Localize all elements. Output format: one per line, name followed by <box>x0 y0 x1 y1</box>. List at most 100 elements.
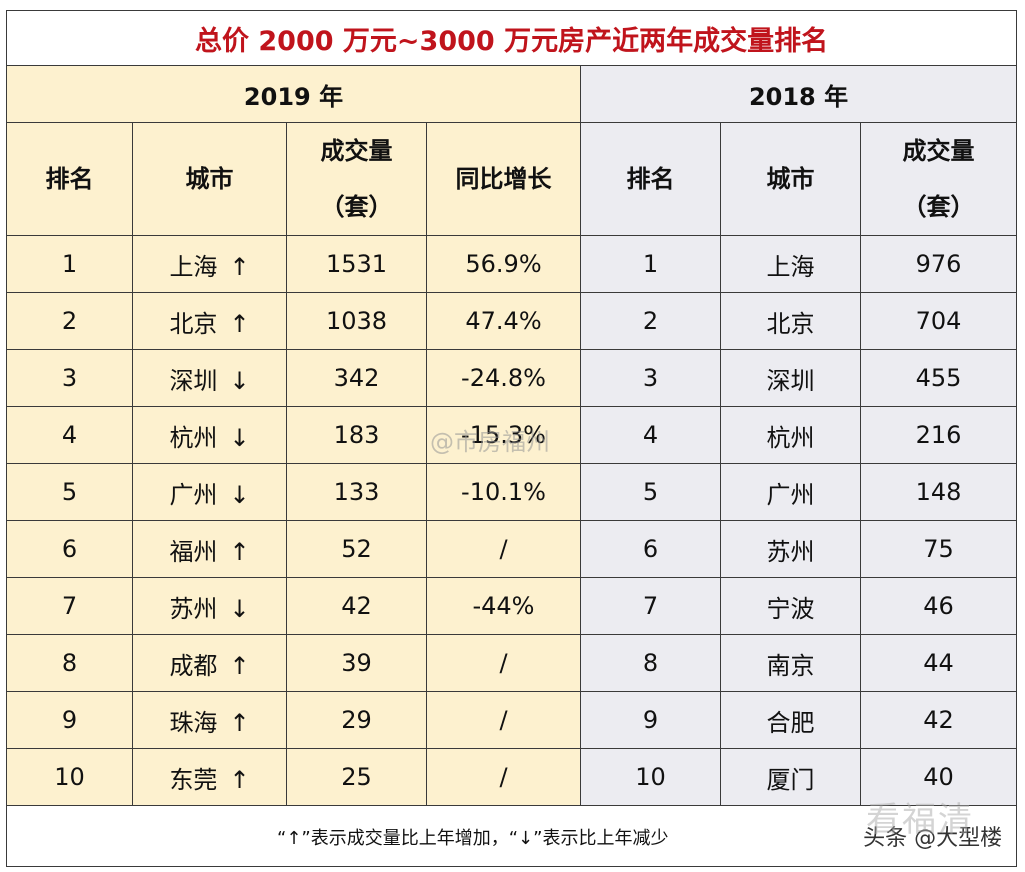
rank-2019-cell: 8 <box>6 634 133 692</box>
col-volume-2019-line2: （套） <box>320 193 393 221</box>
volume-2018-cell: 42 <box>859 691 1018 749</box>
growth-2019-cell: / <box>426 748 581 806</box>
arrow-down-icon: ↓ <box>229 594 250 623</box>
volume-2019-cell: 1531 <box>286 235 427 293</box>
table-row: 9 珠海 ↑ 29/9 合肥 42 <box>6 691 1018 749</box>
rank-2018-cell: 7 <box>580 577 721 635</box>
city-2018-cell: 北京 <box>720 292 861 350</box>
col-volume-2019: 成交量 （套） <box>286 122 427 236</box>
arrow-up-icon: ↑ <box>229 708 250 737</box>
arrow-up-icon: ↑ <box>229 252 250 281</box>
arrow-up-icon: ↑ <box>229 309 250 338</box>
table-row: 1 上海 ↑ 1531 56.9% 1 上海 976 <box>6 235 1018 293</box>
rank-2018-cell: 4 <box>580 406 721 464</box>
table-row: 4 杭州 ↓ 183 -15.3% 4 杭州 216 <box>6 406 1018 464</box>
growth-2019-cell: / <box>426 691 581 749</box>
city-2018-cell: 上海 <box>720 235 861 293</box>
city-name: 上海 <box>169 252 218 281</box>
rank-2019-cell: 2 <box>6 292 133 350</box>
rank-2018-cell: 2 <box>580 292 721 350</box>
growth-2019-cell: -44% <box>426 577 581 635</box>
rank-2019-cell: 6 <box>6 520 133 578</box>
rank-2019-cell: 7 <box>6 577 133 635</box>
growth-2019-cell: -24.8% <box>426 349 581 407</box>
city-2018-cell: 深圳 <box>720 349 861 407</box>
volume-2018-cell: 148 <box>859 463 1018 521</box>
volume-2018-cell: 75 <box>859 520 1018 578</box>
table-row: 8 成都 ↑ 39/8 南京 44 <box>6 634 1018 692</box>
city-2018-cell: 苏州 <box>720 520 861 578</box>
rank-2018-cell: 3 <box>580 349 721 407</box>
volume-2018-cell: 40 <box>859 748 1018 806</box>
table-row: 2 北京 ↑ 1038 47.4% 2 北京 704 <box>6 292 1018 350</box>
rank-2019-cell: 3 <box>6 349 133 407</box>
rank-2018-cell: 5 <box>580 463 721 521</box>
growth-2019-cell: -10.1% <box>426 463 581 521</box>
city-2019-cell: 杭州 ↓ <box>132 406 287 464</box>
city-name: 深圳 <box>169 366 218 395</box>
rank-2019-cell: 4 <box>6 406 133 464</box>
city-name: 北京 <box>169 309 218 338</box>
col-volume-2018: 成交量 （套） <box>859 122 1018 236</box>
rank-2018-cell: 9 <box>580 691 721 749</box>
volume-2019-cell: 52 <box>286 520 427 578</box>
rank-2018-cell: 6 <box>580 520 721 578</box>
ranking-table: 总价 2000 万元~3000 万元房产近两年成交量排名 2019 年 2018… <box>5 10 1018 867</box>
city-name: 苏州 <box>169 594 218 623</box>
growth-2019-cell: / <box>426 520 581 578</box>
rank-2018-cell: 8 <box>580 634 721 692</box>
volume-2019-cell: 183 <box>286 406 427 464</box>
rank-2019-cell: 9 <box>6 691 133 749</box>
col-volume-2018-line2: （套） <box>902 193 975 221</box>
arrow-down-icon: ↓ <box>229 423 250 452</box>
col-city-2019: 城市 <box>132 122 287 236</box>
volume-2019-cell: 42 <box>286 577 427 635</box>
city-name: 东莞 <box>169 765 218 794</box>
volume-2019-cell: 1038 <box>286 292 427 350</box>
rank-2019-cell: 5 <box>6 463 133 521</box>
volume-2019-cell: 342 <box>286 349 427 407</box>
table-title: 总价 2000 万元~3000 万元房产近两年成交量排名 <box>5 10 1018 66</box>
footer: “↑”表示成交量比上年增加，“↓”表示比上年减少 头条 @大型楼 <box>5 805 1018 867</box>
city-2019-cell: 深圳 ↓ <box>132 349 287 407</box>
ranking-sheet: 总价 2000 万元~3000 万元房产近两年成交量排名 2019 年 2018… <box>5 10 1018 867</box>
volume-2018-cell: 46 <box>859 577 1018 635</box>
city-2019-cell: 福州 ↑ <box>132 520 287 578</box>
city-name: 成都 <box>169 651 218 680</box>
city-2018-cell: 广州 <box>720 463 861 521</box>
volume-2018-cell: 455 <box>859 349 1018 407</box>
arrow-up-icon: ↑ <box>229 765 250 794</box>
city-2018-cell: 合肥 <box>720 691 861 749</box>
footnote: “↑”表示成交量比上年增加，“↓”表示比上年减少 <box>277 828 669 849</box>
volume-2019-cell: 133 <box>286 463 427 521</box>
city-2018-cell: 厦门 <box>720 748 861 806</box>
volume-2018-cell: 44 <box>859 634 1018 692</box>
col-rank-2018: 排名 <box>580 122 721 236</box>
city-name: 杭州 <box>169 423 218 452</box>
table-row: 5 广州 ↓ 133 -10.1% 5 广州 148 <box>6 463 1018 521</box>
city-2019-cell: 东莞 ↑ <box>132 748 287 806</box>
col-volume-2018-line1: 成交量 <box>902 137 975 165</box>
city-2018-cell: 宁波 <box>720 577 861 635</box>
growth-2019-cell: -15.3% <box>426 406 581 464</box>
table-row: 6 福州 ↑ 52/6 苏州 75 <box>6 520 1018 578</box>
rank-2019-cell: 1 <box>6 235 133 293</box>
year-2018-header: 2018 年 <box>579 65 1018 123</box>
arrow-up-icon: ↑ <box>229 651 250 680</box>
city-2019-cell: 珠海 ↑ <box>132 691 287 749</box>
volume-2018-cell: 216 <box>859 406 1018 464</box>
volume-2019-cell: 39 <box>286 634 427 692</box>
arrow-up-icon: ↑ <box>229 537 250 566</box>
credit-text: 头条 @大型楼 <box>863 826 1003 851</box>
city-2018-cell: 南京 <box>720 634 861 692</box>
city-name: 珠海 <box>169 708 218 737</box>
volume-2019-cell: 29 <box>286 691 427 749</box>
growth-2019-cell: / <box>426 634 581 692</box>
volume-2018-cell: 704 <box>859 292 1018 350</box>
volume-2019-cell: 25 <box>286 748 427 806</box>
city-2018-cell: 杭州 <box>720 406 861 464</box>
col-rank-2019: 排名 <box>6 122 133 236</box>
col-growth-2019: 同比增长 <box>426 122 581 236</box>
col-city-2018: 城市 <box>720 122 861 236</box>
growth-2019-cell: 47.4% <box>426 292 581 350</box>
